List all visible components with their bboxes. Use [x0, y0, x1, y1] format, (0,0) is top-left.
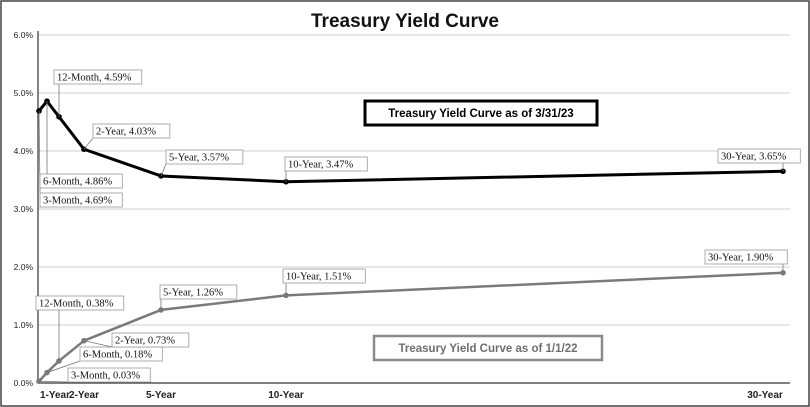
data-label-2-year: 2-Year, 4.03% [96, 127, 156, 138]
x-tick-label: 2-Year [69, 390, 99, 401]
x-tick-label: 1-Year [40, 390, 70, 401]
data-label-5-year: 5-Year, 3.57% [169, 153, 229, 164]
legend-label-january-2022: Treasury Yield Curve as of 1/1/22 [399, 343, 578, 355]
data-label-10-year: 10-Year, 1.51% [286, 272, 352, 283]
data-label-6-month: 6-Month, 0.18% [83, 350, 152, 361]
data-label-3-month: 3-Month, 4.69% [43, 196, 112, 207]
y-tick-label: 2.0% [14, 262, 34, 272]
y-tick-label: 1.0% [14, 320, 34, 330]
data-label-10-year: 10-Year, 3.47% [288, 160, 354, 171]
x-tick-label: 5-Year [146, 390, 176, 401]
y-tick-label: 3.0% [14, 204, 34, 214]
data-label-30-year: 30-Year, 1.90% [708, 253, 774, 264]
y-tick-label: 0.0% [14, 378, 34, 388]
y-tick-label: 5.0% [14, 88, 34, 98]
chart-title: Treasury Yield Curve [311, 11, 499, 32]
data-label-2-year: 2-Year, 0.73% [115, 336, 175, 347]
data-label-12-month: 12-Month, 0.38% [39, 299, 114, 310]
data-label-30-year: 30-Year, 3.65% [721, 152, 787, 163]
x-tick-label: 10-Year [268, 390, 304, 401]
data-label-5-year: 5-Year, 1.26% [163, 288, 223, 299]
y-tick-label: 4.0% [14, 146, 34, 156]
data-label-6-month: 6-Month, 4.86% [43, 177, 112, 188]
data-label-12-month: 12-Month, 4.59% [57, 73, 132, 84]
legend-label-march-2023: Treasury Yield Curve as of 3/31/23 [388, 108, 573, 120]
y-tick-label: 6.0% [14, 30, 34, 40]
data-label-3-month: 3-Month, 0.03% [71, 371, 140, 382]
x-tick-label: 30-Year [747, 390, 783, 401]
